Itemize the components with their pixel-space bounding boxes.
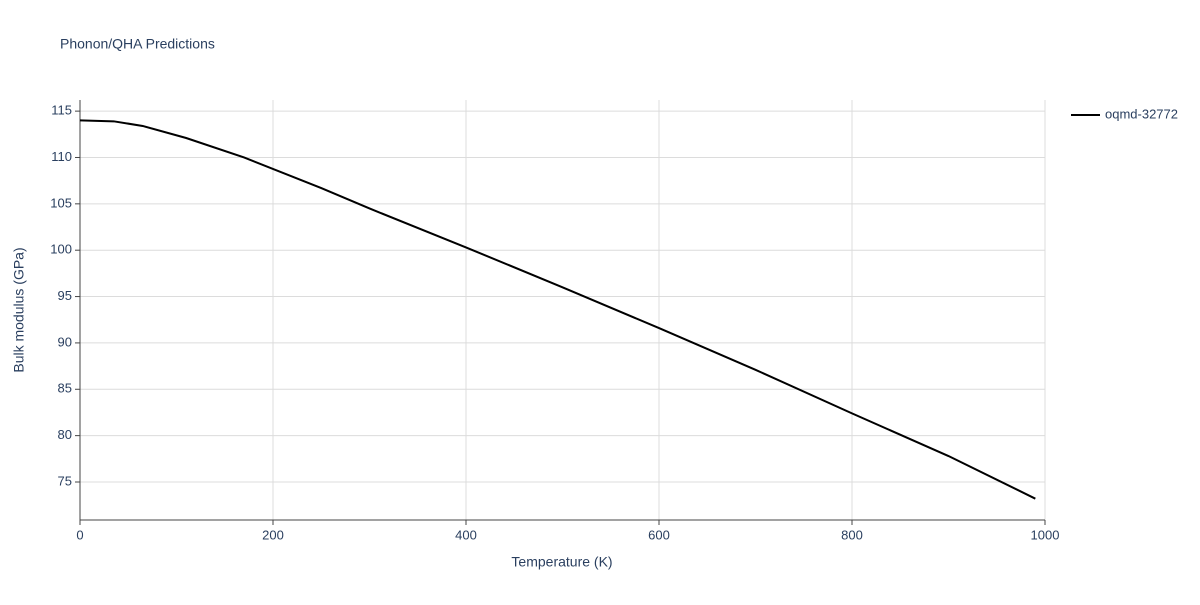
y-tick-label: 110 — [51, 149, 72, 164]
y-axis-title: Bulk modulus (GPa) — [11, 247, 27, 372]
line — [79, 119, 1036, 500]
legend-label: oqmd-32772 — [1105, 106, 1178, 121]
y-tick-label: 90 — [58, 334, 72, 349]
x-tick-label: 0 — [76, 527, 83, 542]
y-tick-label: 95 — [58, 288, 72, 303]
x-tick-label: 200 — [262, 527, 284, 542]
y-tick-label: 75 — [58, 473, 72, 488]
x-tick-label: 1000 — [1031, 527, 1060, 542]
y-tick-label: 85 — [58, 381, 72, 396]
x-tick-label: 400 — [455, 527, 477, 542]
x-tick-label: 800 — [841, 527, 863, 542]
x-tick-label: 600 — [648, 527, 670, 542]
y-tick-label: 100 — [50, 242, 72, 257]
x-axis-title: Temperature (K) — [511, 554, 612, 570]
y-tick-label: 105 — [50, 195, 72, 210]
y-tick-label: 80 — [58, 427, 72, 442]
y-tick-label: 115 — [51, 103, 72, 118]
chart-title: Phonon/QHA Predictions — [60, 36, 215, 52]
